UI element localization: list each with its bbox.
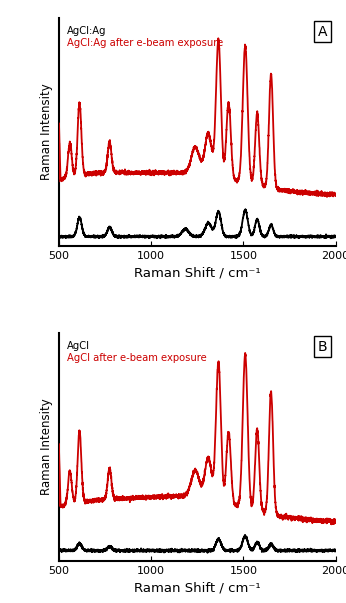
X-axis label: Raman Shift / cm⁻¹: Raman Shift / cm⁻¹ <box>134 581 261 594</box>
Y-axis label: Raman Intensity: Raman Intensity <box>40 84 53 180</box>
Text: A: A <box>318 25 327 39</box>
Legend: AgCl, AgCl after e-beam exposure: AgCl, AgCl after e-beam exposure <box>64 338 210 366</box>
Text: B: B <box>318 339 327 353</box>
X-axis label: Raman Shift / cm⁻¹: Raman Shift / cm⁻¹ <box>134 267 261 280</box>
Legend: AgCl:Ag, AgCl:Ag after e-beam exposure: AgCl:Ag, AgCl:Ag after e-beam exposure <box>64 23 226 51</box>
Y-axis label: Raman Intensity: Raman Intensity <box>40 399 53 495</box>
